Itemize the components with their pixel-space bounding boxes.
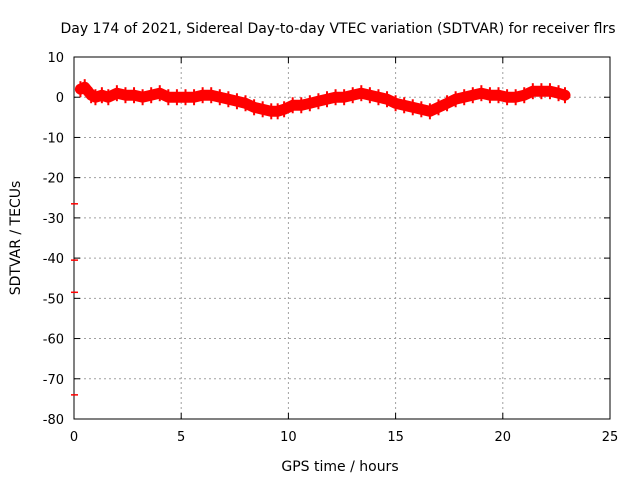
- x-axis-label: GPS time / hours: [281, 459, 398, 475]
- x-tick-label: 0: [70, 430, 78, 445]
- x-tick-label: 25: [602, 430, 619, 445]
- y-tick-label: -70: [43, 373, 64, 388]
- plot-frame: [73, 56, 611, 420]
- x-tick-label: 15: [387, 430, 404, 445]
- y-axis-label: SDTVAR / TECUs: [8, 181, 24, 296]
- y-tick-label: -10: [43, 131, 64, 146]
- x-tick-label: 20: [495, 430, 512, 445]
- axis-ticks: 0 5 10 15 20 25 10 0 -10 -20 -30 -40 -50 -60 -70 -80: [43, 51, 619, 445]
- chart-title: Day 174 of 2021, Sidereal Day-to-day VTE…: [60, 21, 615, 37]
- y-tick-label: -50: [43, 292, 64, 307]
- sdtvar-band: [74, 81, 571, 117]
- y-tick-label: -40: [43, 252, 64, 267]
- y-tick-label: -60: [43, 333, 64, 348]
- y-tick-label: 0: [56, 91, 64, 106]
- x-tick-label: 10: [280, 430, 297, 445]
- y-tick-label: -80: [43, 413, 64, 428]
- y-tick-label: -20: [43, 172, 64, 187]
- y-tick-label: -30: [43, 212, 64, 227]
- x-tick-label: 5: [177, 430, 185, 445]
- data-points: [71, 79, 571, 396]
- grid-lines: [74, 57, 610, 419]
- y-tick-label: 10: [47, 51, 64, 66]
